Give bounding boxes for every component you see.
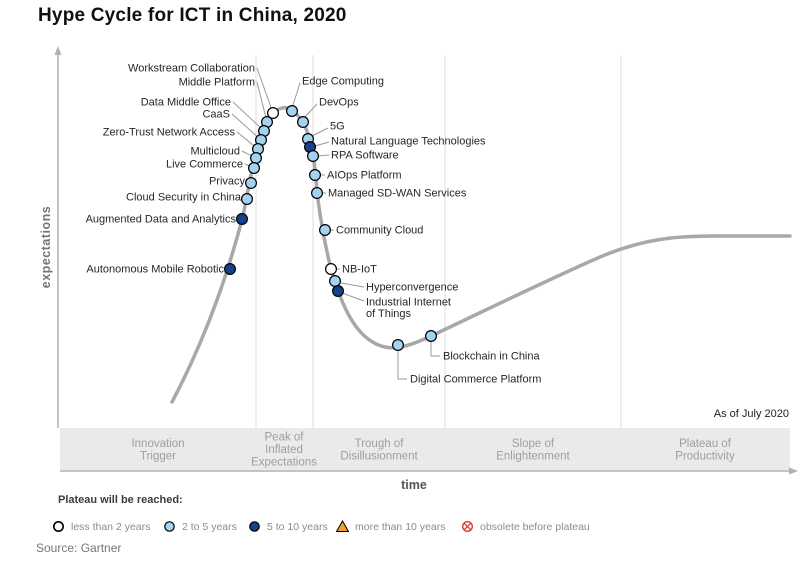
page-title: Hype Cycle for ICT in China, 2020 [38,5,347,26]
x-axis-arrow-icon [789,467,798,475]
point-label-privacy: Privacy [209,176,246,188]
legend-item-more-than-10-years: more than 10 years [336,520,445,533]
point-label-live-commerce: Live Commerce [166,159,243,171]
point-devops [297,115,310,128]
legend-title: Plateau will be reached: [58,494,183,506]
leader-line [314,141,330,147]
leader-line [397,351,407,380]
point-label-data-middle-office: Data Middle Office [141,97,231,109]
source-note: Source: Gartner [36,541,122,555]
point-label-managed-sd-wan-services: Managed SD-WAN Services [328,188,467,200]
point-label-community-cloud: Community Cloud [336,225,423,237]
legend-item-label: 2 to 5 years [182,520,237,533]
point-label-cloud-security-in-china: Cloud Security in China [126,192,242,204]
point-label-middle-platform: Middle Platform [179,77,255,89]
point-label-rpa-software: RPA Software [331,150,399,162]
crossed-circle-icon [461,520,474,533]
dot-icon-2to5 [164,521,175,532]
phase-label-slope-of-enlightenment: Slope of Enlightenment [496,438,570,463]
leader-line [231,113,262,141]
leader-line [311,127,329,137]
point-aiops-platform [309,169,322,182]
point-rpa-software [307,150,320,163]
phase-label-plateau-of-productivity: Plateau of Productivity [675,438,735,463]
point-privacy [245,177,258,190]
legend-item-label: obsolete before plateau [480,520,590,533]
point-label-industrial-internet-of-things: Industrial Internet of Things [366,297,451,321]
leader-line [232,101,265,132]
phase-label-innovation-trigger: Innovation Trigger [131,438,184,463]
point-label-multicloud: Multicloud [190,146,240,158]
point-workstream-collaboration [267,106,280,119]
point-label-hyperconvergence: Hyperconvergence [366,282,458,294]
legend-item-label: less than 2 years [71,520,151,533]
legend-item-obsolete-before-plateau: obsolete before plateau [461,520,590,533]
legend-item-2-to-5-years: 2 to 5 years [163,520,237,533]
point-label-workstream-collaboration: Workstream Collaboration [128,63,255,75]
point-industrial-internet-of-things [332,285,345,298]
point-label-natural-language-technologies: Natural Language Technologies [331,136,486,148]
point-label-zero-trust-network-access: Zero-Trust Network Access [103,127,236,139]
leader-line [430,342,440,357]
point-blockchain-in-china [425,330,438,343]
point-digital-commerce-platform [392,339,405,352]
point-label-augmented-data-and-analytics: Augmented Data and Analytics [86,214,237,226]
legend-item-5-to-10-years: 5 to 10 years [248,520,328,533]
y-axis-label: expectations [39,205,53,289]
point-label-edge-computing: Edge Computing [302,76,384,88]
point-label-devops: DevOps [319,97,359,109]
leader-line [341,292,365,302]
point-hyperconvergence [329,275,342,288]
point-augmented-data-and-analytics [236,213,249,226]
legend-item-less-than-2-years: less than 2 years [52,520,150,533]
phase-label-trough-of-disillusionment: Trough of Disillusionment [340,438,418,463]
point-label-digital-commerce-platform: Digital Commerce Platform [410,374,541,386]
x-axis-label: time [401,478,427,492]
point-edge-computing [286,104,299,117]
leader-line [340,282,365,288]
leader-line [317,154,330,157]
point-cloud-security-in-china [241,193,254,206]
leader-line [292,82,301,106]
point-label-caas: CaaS [202,109,230,121]
point-multicloud [250,152,263,165]
leader-line [256,67,274,114]
point-label-blockchain-in-china: Blockchain in China [443,351,540,363]
point-community-cloud [319,224,332,237]
point-label-5g: 5G [330,121,345,133]
point-autonomous-mobile-robotic [224,263,237,276]
legend-item-label: more than 10 years [355,520,446,533]
phase-label-peak-of-inflated-expectations: Peak of Inflated Expectations [251,432,317,469]
point-label-aiops-platform: AIOps Platform [327,170,402,182]
point-managed-sd-wan-services [311,187,324,200]
as-of-date: As of July 2020 [713,408,789,420]
point-label-nb-iot: NB-IoT [342,264,377,276]
dot-icon-less2 [53,521,64,532]
point-nb-iot [325,263,338,276]
triangle-icon [336,520,349,532]
point-label-autonomous-mobile-robotic: Autonomous Mobile Robotic [86,264,224,276]
legend-item-label: 5 to 10 years [267,520,328,533]
phase-band [60,428,790,470]
dot-icon-5to10 [249,521,260,532]
y-axis-arrow-icon [54,46,62,55]
leader-line [256,81,268,123]
leader-line [303,103,318,119]
legend: less than 2 years 2 to 5 years 5 to 10 yea… [0,520,801,536]
point-live-commerce [248,162,261,175]
